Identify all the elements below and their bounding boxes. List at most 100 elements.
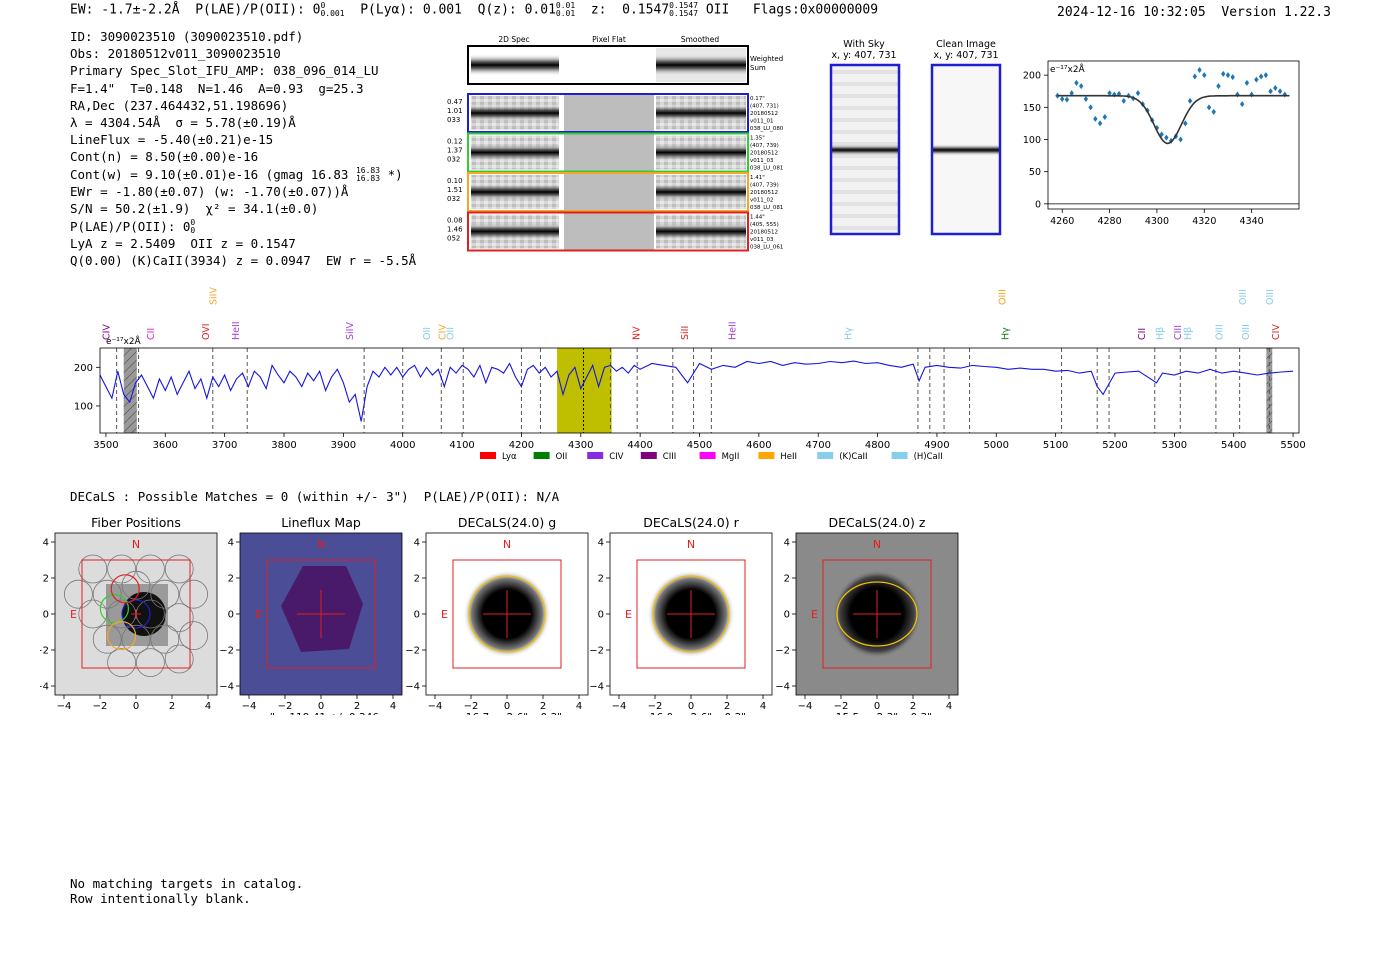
legend-swatch (587, 452, 604, 459)
compass-east: E (255, 608, 262, 621)
fiber-circle (179, 579, 209, 609)
info-lya: LyA z = 2.5409 OII z = 0.1547 (70, 236, 296, 252)
fit-xtick-label: 4320 (1192, 216, 1216, 227)
info-lambda: λ = 4304.54Å σ = 5.78(±0.19)Å (70, 115, 296, 131)
panel-ytick-label: −4 (405, 682, 420, 693)
cutout-left-label: 0.10 (447, 177, 463, 185)
panel-xtick-label: 4 (760, 701, 766, 712)
legend-swatch (480, 452, 496, 459)
emission-line-label: OII (446, 327, 457, 340)
catalog-notes: No matching targets in catalog. Row inten… (70, 876, 303, 906)
fiber-circle (78, 599, 108, 629)
cutout-right-label: 038_LU_080 (750, 126, 784, 132)
panel-ytick-label: −4 (40, 682, 49, 693)
spectrum-xtick-label: 3800 (271, 440, 296, 451)
spectrum-ylabel: e⁻¹⁷x2Å (106, 335, 142, 347)
sky-cutouts: With Sky x, y: 407, 731 Clean Image x, y… (829, 39, 1002, 236)
compass-east: E (70, 608, 77, 621)
emission-line-label: HeII (231, 321, 242, 340)
emission-line-label: Hγ (1001, 327, 1012, 340)
emission-line-label: CIII (1173, 325, 1184, 340)
fit-data-point (1230, 74, 1235, 81)
info-fiber: F=1.4" T=0.148 N=1.46 A=0.93 g=25.3 (70, 80, 364, 96)
panel-xtick-label: −4 (242, 701, 257, 712)
full-spectrum-plot: 3500 3600 3700 3800 3900 4000 4100 4200 4300 4400… (74, 287, 1306, 462)
emission-line-label: OIII (1265, 289, 1276, 305)
legend-swatch (533, 452, 550, 459)
fit-data-point (1263, 72, 1269, 79)
fit-ytick-label: 50 (1029, 167, 1041, 178)
panel-xtick-label: −2 (278, 701, 293, 712)
panel-caption: arcsecs (116, 712, 155, 715)
spectrum-xtick-label: 4700 (805, 440, 830, 451)
compass-north: N (132, 538, 140, 551)
info-contw: Cont(w) = 9.10(±0.01)e-16 (gmag 16.83 16… (70, 166, 403, 184)
emission-line-label: OIII (1241, 324, 1252, 340)
cutout-right-label: 20180512 (750, 230, 778, 236)
panel-ytick-label: 0 (43, 610, 49, 621)
imaging-panel: Lineflux Map N E −4 −4 −2 −2 0 0 2 2 4 4 s/b: -119.41… (219, 515, 403, 715)
emission-line-label: CIV (101, 324, 112, 340)
cutout-right-label: 20180512 (750, 111, 778, 117)
legend-label: (H)CaII (914, 452, 943, 462)
info-primary: Primary Spec_Slot_IFU_AMP: 038_096_014_L… (70, 63, 379, 79)
panel-xtick-label: −2 (834, 701, 849, 712)
header-plya: P(Lyα): 0.001 (360, 2, 462, 18)
panel-ytick-label: 2 (414, 574, 420, 585)
fit-data-point (1164, 134, 1169, 141)
legend-label: HeII (780, 452, 797, 462)
search-box (266, 559, 376, 669)
cutout-right-label: 1.35" (750, 136, 765, 142)
fit-window-highlight (557, 348, 612, 433)
aperture-ellipse (652, 575, 730, 653)
legend-swatch (758, 452, 775, 459)
panel-title: Lineflux Map (281, 515, 361, 530)
panel-ytick-label: 4 (598, 538, 604, 549)
spectrum-xtick-label: 5000 (984, 440, 1009, 451)
spectra-cutouts: 2D Spec Pixel Flat Smoothed Weighted Sum… (447, 35, 784, 252)
spectrum-xtick-label: 4100 (449, 440, 474, 451)
header-z-line: OII (705, 2, 730, 18)
panel-xtick-label: −2 (648, 701, 663, 712)
panel-xtick-label: 2 (540, 701, 546, 712)
spectrum-xtick-label: 4400 (627, 440, 652, 451)
fiber-circle (92, 624, 122, 654)
header-qz: Q(z): 0.01 (477, 2, 556, 18)
spectrum-ytick-label: 100 (74, 401, 93, 412)
panel-xtick-label: 2 (169, 701, 175, 712)
panel-xtick-label: 4 (390, 701, 396, 712)
fiber-circle (107, 648, 136, 678)
search-box (81, 559, 191, 669)
legend-label: CIV (609, 452, 623, 462)
fit-data-point (1121, 97, 1126, 104)
imaging-panel: Fiber Positions N E −4 −4 −2 −2 0 0 2 2 4 4 arcsecs (40, 515, 218, 715)
cleanimage-image (930, 63, 1002, 236)
fiber-circle (150, 579, 180, 609)
panel-ytick-label: −2 (589, 646, 604, 657)
cleanimage-title: Clean Image (936, 39, 996, 50)
panel-ytick-label: −4 (589, 682, 604, 693)
compass-east: E (625, 608, 632, 621)
fit-data-point (1078, 83, 1084, 90)
compass-east: E (811, 608, 818, 621)
detection-info: ID: 3090023510 (3090023510.pdf) Obs: 2018… (70, 28, 416, 269)
panel-caption: s/b: -119.41 +/- 0.346 (263, 712, 379, 715)
panel-ytick-label: −2 (219, 646, 234, 657)
info-plae: P(LAE)/P(OII): 00 0 (70, 218, 196, 236)
fit-plot-frame (1047, 60, 1300, 210)
aperture-ellipse (836, 581, 918, 647)
panel-ytick-label: 2 (228, 574, 234, 585)
header-ew: EW: -1.7±-2.2Å (70, 2, 180, 18)
cutout-header-pixelflat: Pixel Flat (592, 35, 626, 44)
cutout-right-label: v011_02 (750, 198, 774, 204)
header-datetime: 2024-12-16 10:32:05 (1057, 5, 1206, 20)
info-radec: RA,Dec (237.464432,51.198696) (70, 97, 289, 113)
cutout-header-smoothed: Smoothed (681, 35, 720, 44)
info-contn: Cont(n) = 8.50(±0.00)e-16 (70, 149, 259, 165)
line-fit-plot: 4260 4280 4300 4320 4340 0 50 100 150 200 e⁻¹⁷x2Å (1023, 60, 1300, 227)
fit-xtick-label: 4260 (1050, 216, 1074, 227)
primary-fiber-circle (121, 599, 151, 629)
fit-ytick-label: 150 (1023, 103, 1041, 114)
